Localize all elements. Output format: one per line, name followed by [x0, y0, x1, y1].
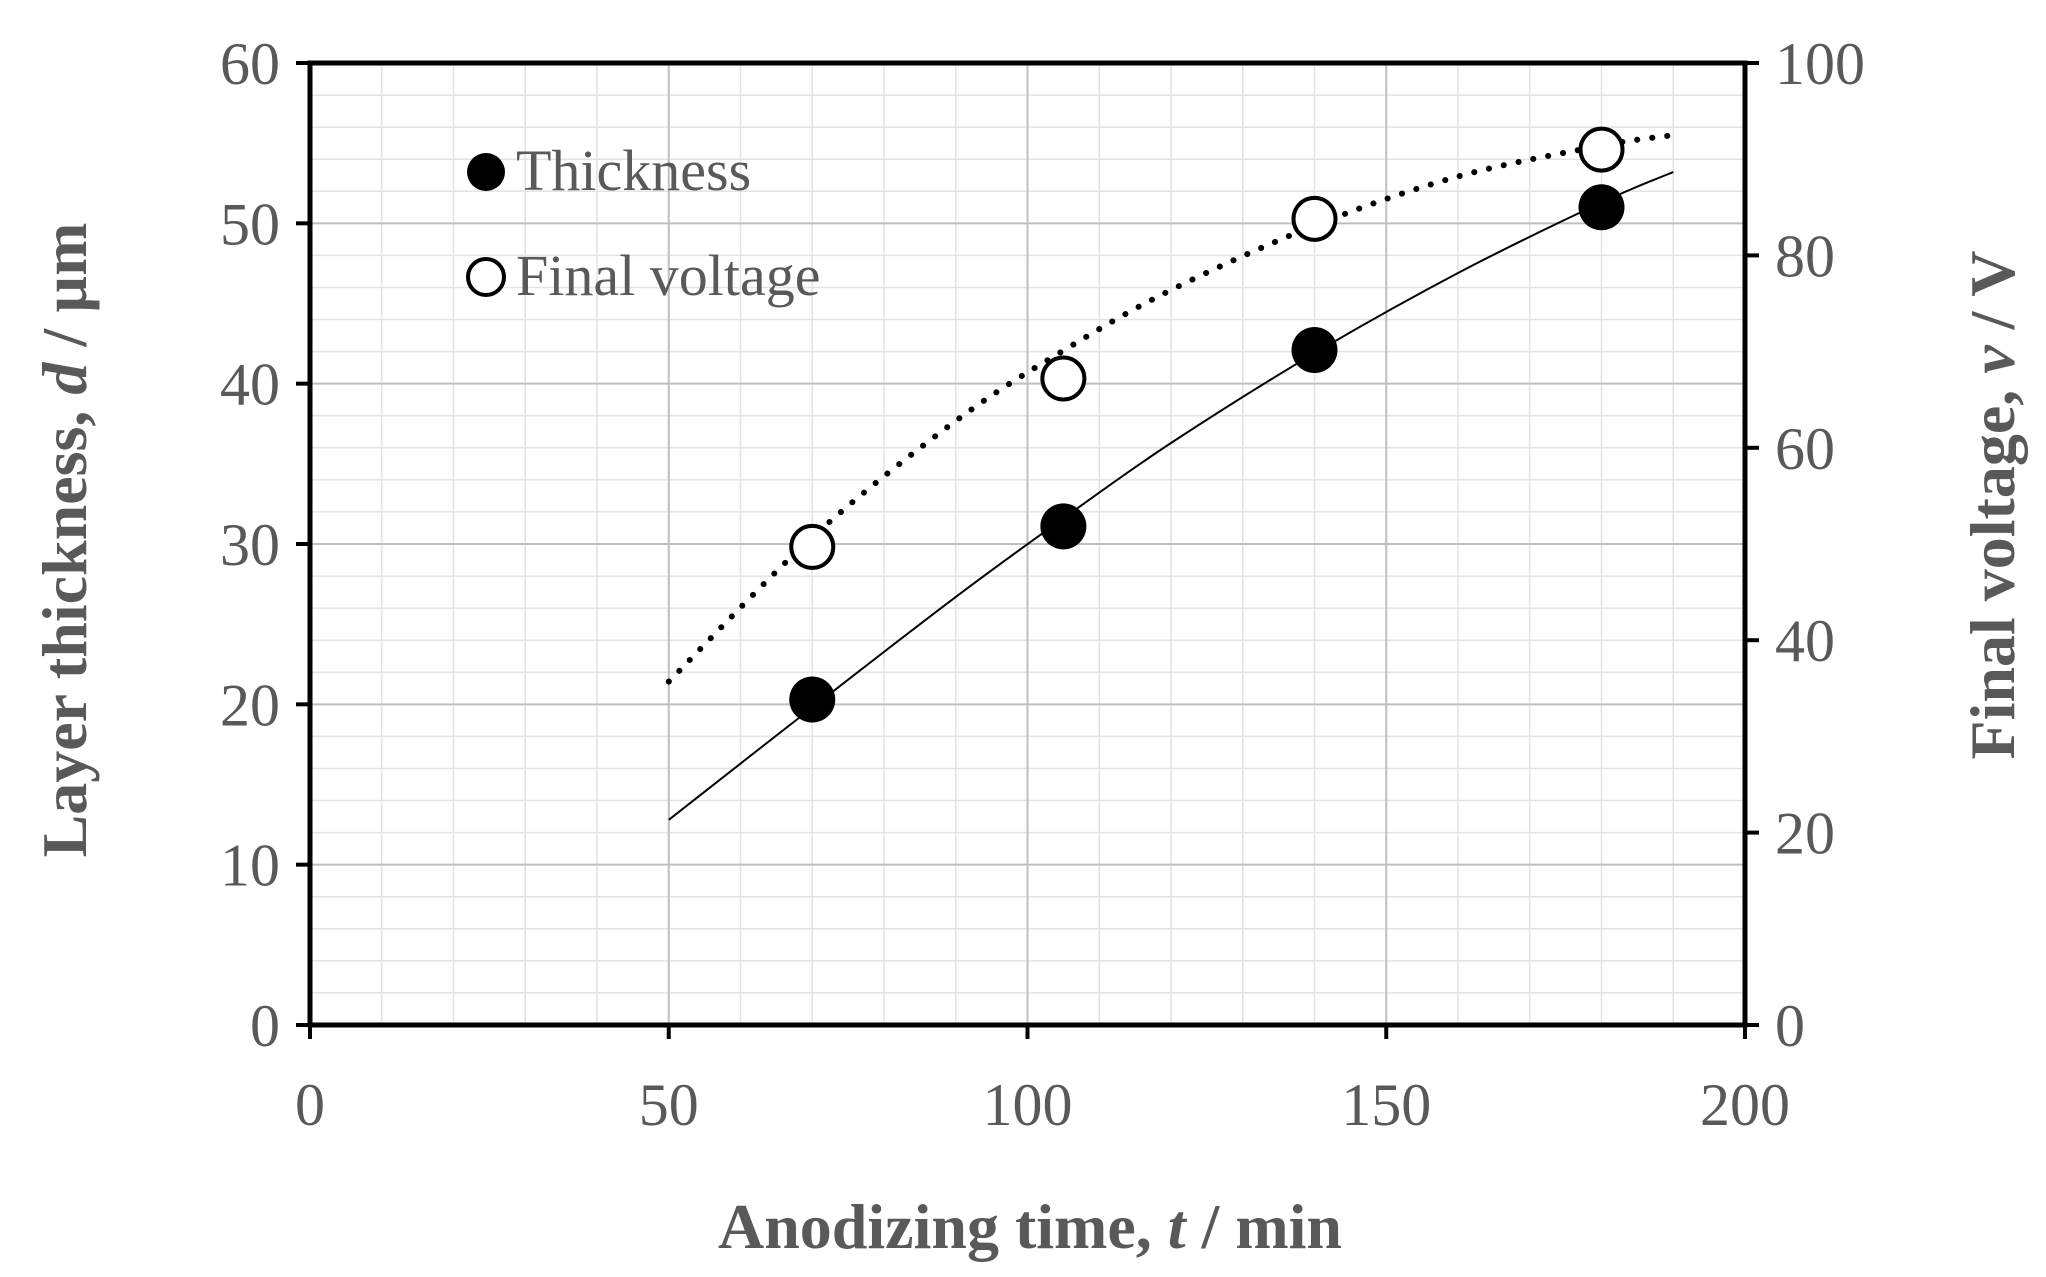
- y-right-tick-label: 80: [1775, 223, 1835, 289]
- legend-marker-thickness: [467, 153, 505, 191]
- y-left-tick-label: 30: [220, 512, 280, 578]
- y-left-tick-label: 10: [220, 833, 280, 899]
- point-final-voltage: [1291, 195, 1338, 242]
- y-axis-title-left: Layer thickness, d / µm: [29, 223, 100, 858]
- point-thickness: [1040, 503, 1087, 550]
- y-left-tick-label: 50: [220, 191, 280, 257]
- point-thickness: [1578, 184, 1625, 231]
- x-tick-label: 100: [983, 1072, 1073, 1138]
- x-tick-label: 150: [1341, 1072, 1431, 1138]
- legend-label-thickness: Thickness: [516, 138, 751, 203]
- legend-label-final-voltage: Final voltage: [516, 243, 820, 308]
- legend-marker-final-voltage: [466, 257, 506, 297]
- y-right-tick-label: 60: [1775, 416, 1835, 482]
- data-points: [789, 126, 1625, 723]
- y-right-tick-label: 20: [1775, 801, 1835, 867]
- x-axis-title: Anodizing time, t / min: [718, 1191, 1342, 1262]
- trendline-final-voltage: [665, 132, 1677, 685]
- legend: Thickness Final voltage: [466, 138, 820, 308]
- x-tick-label: 200: [1700, 1072, 1790, 1138]
- y-right-tick-label: 0: [1775, 993, 1805, 1059]
- point-thickness: [1291, 326, 1338, 373]
- tick-labels: 0 10 20 30 40 50 60 0 20 40 60 80 100 0 50 100 150 200: [220, 31, 1865, 1138]
- y-left-tick-label: 0: [250, 993, 280, 1059]
- point-final-voltage: [789, 523, 836, 570]
- y-right-tick-label: 100: [1775, 31, 1865, 97]
- y-axis-title-right: Final voltage, v / V: [1957, 251, 2028, 760]
- y-right-tick-label: 40: [1775, 608, 1835, 674]
- tick-marks: [296, 61, 1759, 1039]
- trendline-thickness: [668, 171, 1674, 821]
- x-tick-label: 0: [295, 1072, 325, 1138]
- point-final-voltage: [1578, 126, 1625, 173]
- trendlines: [665, 132, 1677, 821]
- point-final-voltage: [1040, 355, 1087, 402]
- x-tick-label: 50: [639, 1072, 699, 1138]
- y-left-tick-label: 40: [220, 352, 280, 418]
- point-thickness: [789, 676, 836, 723]
- y-left-tick-label: 20: [220, 672, 280, 738]
- y-left-tick-label: 60: [220, 31, 280, 97]
